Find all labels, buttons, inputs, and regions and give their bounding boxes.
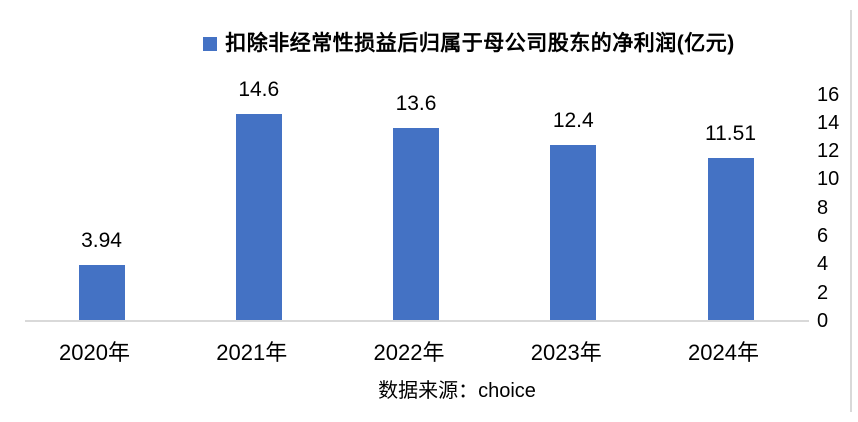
y-axis-tick-label: 10 bbox=[817, 168, 840, 191]
right-border-line bbox=[850, 10, 852, 412]
bar-value-label: 14.6 bbox=[238, 78, 280, 102]
y-axis-tick-label: 6 bbox=[817, 225, 829, 248]
bar bbox=[78, 265, 125, 321]
bar-value-label: 11.51 bbox=[705, 122, 756, 146]
bar bbox=[550, 145, 597, 321]
bar-value-label: 3.94 bbox=[81, 229, 122, 253]
x-axis-category-label: 2021年 bbox=[216, 340, 288, 365]
bar-value-label: 12.4 bbox=[552, 109, 594, 133]
bar bbox=[707, 158, 754, 321]
bar bbox=[393, 128, 439, 321]
data-source-caption: 数据来源：choice bbox=[378, 380, 536, 402]
y-axis-tick-label: 2 bbox=[817, 281, 829, 304]
y-axis-tick-label: 12 bbox=[817, 140, 840, 163]
y-axis-tick-label: 16 bbox=[817, 83, 840, 106]
y-axis-tick-label: 0 bbox=[817, 310, 829, 332]
x-axis-category-label: 2022年 bbox=[373, 340, 445, 365]
y-axis-tick-label: 8 bbox=[817, 196, 829, 219]
bar bbox=[235, 114, 282, 321]
x-axis-category-label: 2024年 bbox=[688, 340, 759, 365]
x-axis-category-label: 2023年 bbox=[530, 340, 602, 365]
legend-square-icon bbox=[203, 36, 218, 51]
chart-legend: 扣除非经常性损益后归属于母公司股东的净利润(亿元) bbox=[80, 27, 858, 57]
bar-value-label: 13.6 bbox=[395, 92, 437, 116]
x-axis-category-label: 2020年 bbox=[59, 340, 130, 365]
x-axis-line bbox=[25, 320, 809, 322]
y-axis-tick-label: 4 bbox=[817, 253, 829, 276]
y-axis-tick-label: 14 bbox=[817, 111, 840, 134]
legend-label: 扣除非经常性损益后归属于母公司股东的净利润(亿元) bbox=[225, 32, 735, 55]
